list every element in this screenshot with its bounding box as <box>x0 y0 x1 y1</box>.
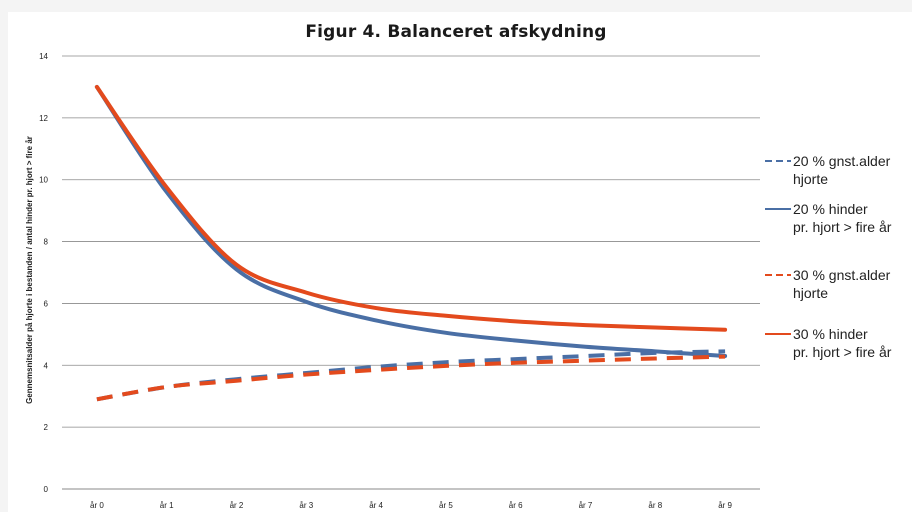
gridlines <box>62 55 760 490</box>
y-tick-label: 0 <box>44 485 49 494</box>
x-tick-label: år 5 <box>439 501 453 510</box>
y-tick-label: 10 <box>39 176 48 185</box>
y-tick-label: 14 <box>39 52 48 61</box>
series-line-1 <box>94 84 728 359</box>
x-tick-label: år 9 <box>718 501 732 510</box>
chart-frame <box>8 12 912 512</box>
x-tick-labels: år 0 år 1 år 2 år 3 år 4 år 5 år 6 år 7 år 8 år 9 <box>90 501 733 510</box>
y-tick-label: 6 <box>44 299 49 308</box>
series-line-3 <box>94 84 728 332</box>
x-tick-label: år 6 <box>509 501 523 510</box>
y-tick-label: 4 <box>44 361 49 370</box>
x-tick-label: år 8 <box>648 501 662 510</box>
series-lines <box>94 84 728 402</box>
y-tick-label: 2 <box>44 423 49 432</box>
chart-title: Figur 4. Balanceret afskydning <box>305 22 607 42</box>
x-tick-label: år 1 <box>160 501 174 510</box>
series-line-0 <box>96 349 726 402</box>
x-tick-label: år 7 <box>579 501 593 510</box>
y-tick-label: 8 <box>44 238 49 247</box>
y-axis-label: Gennemsnitsalder på hjorte i bestanden /… <box>25 136 34 404</box>
x-tick-label: år 4 <box>369 501 383 510</box>
x-tick-label: år 0 <box>90 501 104 510</box>
y-tick-labels: 0 2 4 6 8 10 12 14 <box>39 52 48 494</box>
series-line-2 <box>96 354 726 402</box>
x-tick-label: år 2 <box>230 501 244 510</box>
x-tick-label: år 3 <box>299 501 313 510</box>
y-tick-label: 12 <box>39 114 48 123</box>
